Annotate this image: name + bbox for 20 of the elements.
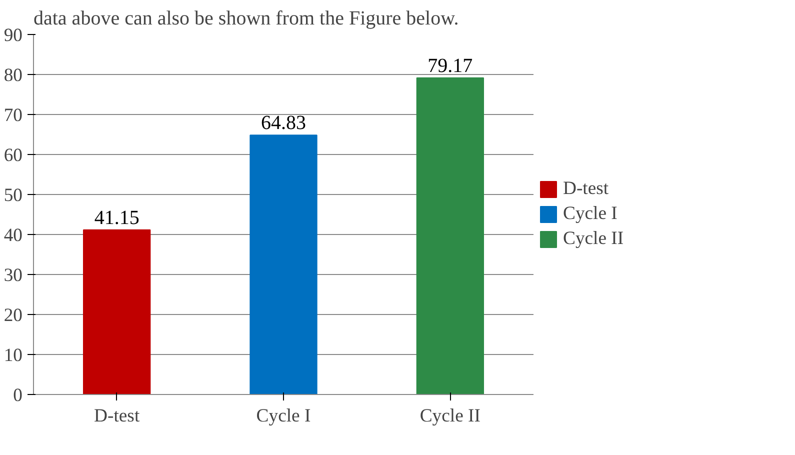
x-tick-label: Cycle I [256,406,311,426]
data-label: 79.17 [428,54,473,77]
x-tick-label: D-test [94,406,140,426]
data-label: 64.83 [261,112,306,134]
legend-label: D-test [563,178,609,200]
y-tick-label: 30 [4,265,22,286]
legend-label: Cycle II [563,228,624,250]
data-label: 41.15 [94,206,140,229]
legend-label: Cycle I [563,203,618,225]
y-tick-label: 90 [4,25,22,46]
y-tick-label: 40 [4,225,22,246]
y-tick-label: 80 [4,65,22,86]
text: data above can also be shown from the Figure below. [34,8,459,30]
y-tick-label: 0 [13,385,22,406]
y-tick-label: 50 [4,185,22,206]
y-tick-label: 70 [4,105,22,126]
y-tick-label: 60 [4,145,22,166]
y-tick-label: 20 [4,305,22,326]
y-tick-label: 10 [4,345,22,366]
x-tick-label: Cycle II [420,406,480,426]
